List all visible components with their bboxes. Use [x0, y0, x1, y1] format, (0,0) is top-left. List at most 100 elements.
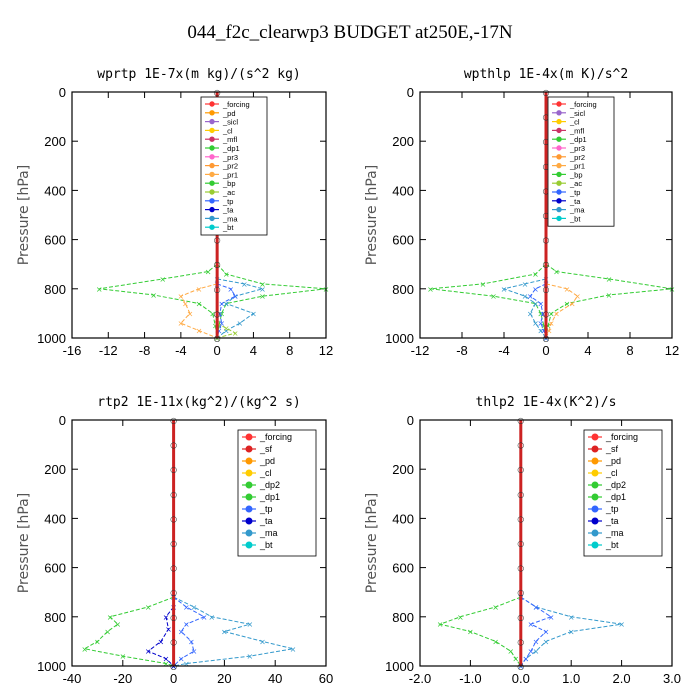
- data-marker: ×: [216, 322, 223, 331]
- data-marker: ×: [259, 285, 266, 294]
- y-tick-label: 800: [392, 282, 414, 297]
- data-marker: ×: [259, 292, 266, 301]
- data-marker: ○: [214, 285, 221, 294]
- plot-frame: [419, 91, 673, 339]
- legend-label: _ac: [569, 179, 582, 188]
- legend-box: [547, 96, 615, 227]
- data-marker: ○: [543, 309, 550, 318]
- data-marker: ×: [94, 637, 101, 646]
- data-marker: ○: [170, 465, 177, 474]
- panel-title: rtp2 1E-11x(kg^2)/(kg^2 s): [97, 395, 301, 410]
- legend-label: _dp1: [259, 492, 280, 502]
- data-marker: ○: [170, 637, 177, 646]
- data-marker: ×: [232, 292, 239, 301]
- data-marker: ○: [543, 137, 550, 146]
- data-marker: ×: [96, 285, 103, 294]
- legend-label: _pr1: [222, 170, 238, 179]
- panel-4: thlp2 1E-4x(K^2)/s Pressure [hPa] -2.0 -1.0…: [364, 395, 681, 686]
- legend-label: _ma: [605, 528, 624, 538]
- data-marker: ×: [218, 309, 225, 318]
- legend-marker: [591, 457, 599, 465]
- data-marker: ×: [221, 628, 228, 637]
- x-tick-label: 8: [286, 343, 293, 358]
- plot-frame: [419, 419, 673, 667]
- data-marker: ×: [216, 327, 223, 336]
- series-line: [529, 283, 547, 339]
- legend-marker: [209, 127, 215, 134]
- panel-2: wpthlp 1E-4x(m K)/s^2 Pressure [hPa] -12 -8…: [364, 67, 679, 358]
- legend-label: _bt: [222, 223, 234, 232]
- data-marker: ×: [163, 655, 170, 664]
- data-marker: ×: [241, 280, 248, 289]
- data-marker: ×: [543, 637, 550, 646]
- data-marker: ×: [201, 613, 208, 622]
- y-tick-label: 800: [392, 610, 414, 625]
- data-marker: ×: [159, 275, 166, 284]
- data-marker: ×: [150, 291, 157, 300]
- legend-marker: [209, 145, 215, 151]
- data-marker: ×: [501, 285, 508, 294]
- data-marker: ×: [246, 652, 253, 661]
- y-tick-label: 0: [59, 413, 66, 428]
- data-marker: ○: [543, 260, 550, 269]
- legend-marker: [209, 180, 215, 186]
- data-marker: ×: [236, 319, 243, 328]
- data-marker: ×: [532, 270, 539, 279]
- data-marker: ×: [533, 647, 540, 656]
- legend-label: _mfl: [569, 126, 585, 135]
- legend-marker: [209, 215, 215, 222]
- data-marker: ×: [191, 647, 198, 656]
- x-tick-label: 0.0: [512, 671, 530, 686]
- legend-marker: [556, 145, 562, 151]
- data-marker: ×: [467, 628, 474, 637]
- data-marker: ○: [214, 309, 221, 318]
- data-marker: ○: [170, 441, 177, 450]
- panel-3: rtp2 1E-11x(kg^2)/(kg^2 s) Pressure [hPa]…: [16, 395, 333, 686]
- series-line: [173, 596, 206, 667]
- data-marker: ×: [527, 292, 534, 301]
- data-marker: ×: [564, 285, 571, 294]
- data-marker: ×: [227, 285, 234, 294]
- data-marker: ×: [158, 637, 165, 646]
- data-marker: ○: [543, 236, 550, 245]
- data-marker: ×: [492, 603, 499, 612]
- data-marker: ○: [214, 236, 221, 245]
- figure-title: 044_f2c_clearwp3 BUDGET at250E,-17N: [187, 22, 512, 43]
- y-tick-label: 400: [44, 511, 66, 526]
- legend-marker: [591, 517, 599, 525]
- x-tick-label: -4: [175, 343, 187, 358]
- legend-label: _sicl: [222, 118, 238, 127]
- data-marker: ×: [232, 292, 239, 301]
- data-marker: ×: [232, 329, 239, 338]
- series-line: [83, 596, 174, 667]
- legend-marker: [556, 162, 562, 169]
- data-marker: ×: [427, 285, 434, 294]
- data-marker: ○: [543, 285, 550, 294]
- legend-marker: [209, 154, 215, 160]
- x-tick-label: 12: [319, 343, 333, 358]
- legend-marker: [591, 493, 599, 501]
- y-tick-label: 200: [392, 134, 414, 149]
- data-marker: ×: [107, 613, 114, 622]
- legend-label: _ta: [259, 516, 273, 526]
- data-marker: ×: [606, 275, 613, 284]
- legend-marker: [556, 136, 562, 142]
- data-marker: ○: [517, 465, 524, 474]
- y-tick-label: 200: [392, 462, 414, 477]
- legend-marker: [245, 505, 253, 513]
- data-marker: ×: [532, 285, 539, 294]
- legend-label: _pr3: [222, 153, 238, 162]
- legend-marker: [556, 198, 562, 204]
- plot-frame: [71, 91, 327, 339]
- series-line: [147, 606, 174, 667]
- legend-label: _tp: [569, 188, 580, 197]
- data-marker: ×: [212, 322, 219, 331]
- legend-marker: [591, 481, 599, 489]
- legend-label: _ma: [569, 206, 585, 215]
- legend-label: _tp: [259, 504, 273, 514]
- x-tick-label: -12: [99, 343, 118, 358]
- legend-label: _forcing: [605, 432, 638, 442]
- data-marker: ×: [250, 309, 257, 318]
- data-marker: ×: [528, 620, 535, 629]
